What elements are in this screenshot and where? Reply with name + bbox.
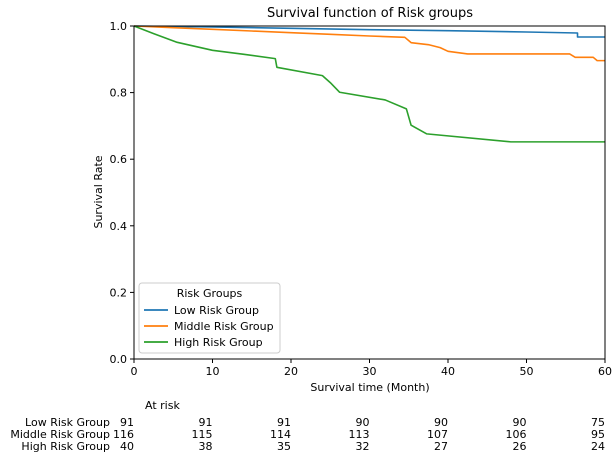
plot-area: 0 10 20 30 40 50 60 0.0 0.2 0.4 0.6 0.8 1.0 xyxy=(110,20,613,378)
at-risk-value-1-4: 107 xyxy=(427,428,448,441)
x-tick-label-6: 60 xyxy=(598,365,612,378)
at-risk-value-2-1: 38 xyxy=(199,440,213,453)
at-risk-table: Low Risk Group 91 91 91 90 90 90 75 Middle Risk … xyxy=(10,416,605,453)
legend-box xyxy=(138,282,281,354)
series-line-0 xyxy=(133,25,605,38)
at-risk-value-2-6: 24 xyxy=(591,440,605,453)
series-line-2 xyxy=(133,25,605,143)
x-axis-label: Survival time (Month) xyxy=(310,381,429,394)
x-tick-label-5: 50 xyxy=(520,365,534,378)
x-tick-label-4: 40 xyxy=(441,365,455,378)
at-risk-value-0-4: 90 xyxy=(434,416,448,429)
at-risk-row-label-0: Low Risk Group xyxy=(25,416,110,429)
at-risk-value-1-1: 115 xyxy=(192,428,213,441)
at-risk-value-1-2: 114 xyxy=(270,428,291,441)
x-tick-label-1: 10 xyxy=(206,365,220,378)
y-tick-label-4: 0.8 xyxy=(110,87,128,100)
at-risk-value-2-3: 32 xyxy=(356,440,370,453)
at-risk-value-1-0: 116 xyxy=(113,428,134,441)
at-risk-value-2-0: 40 xyxy=(120,440,134,453)
x-tick-label-0: 0 xyxy=(131,365,138,378)
x-tick-label-2: 20 xyxy=(284,365,298,378)
at-risk-row-label-2: High Risk Group xyxy=(21,440,110,453)
series-line-1 xyxy=(133,25,605,62)
at-risk-value-2-4: 27 xyxy=(434,440,448,453)
at-risk-value-2-2: 35 xyxy=(277,440,291,453)
x-tick-label-3: 30 xyxy=(363,365,377,378)
legend-entry-2: High Risk Group xyxy=(174,336,263,349)
y-tick-label-3: 0.6 xyxy=(110,153,128,166)
at-risk-value-0-0: 91 xyxy=(120,416,134,429)
at-risk-value-0-5: 90 xyxy=(513,416,527,429)
at-risk-value-0-2: 91 xyxy=(277,416,291,429)
legend-title: Risk Groups xyxy=(177,287,243,300)
y-tick-label-0: 0.0 xyxy=(110,353,128,366)
at-risk-value-0-6: 75 xyxy=(591,416,605,429)
y-tick-label-2: 0.4 xyxy=(110,220,128,233)
at-risk-value-0-1: 91 xyxy=(199,416,213,429)
at-risk-value-1-5: 106 xyxy=(506,428,527,441)
legend-entry-1: Middle Risk Group xyxy=(174,320,274,333)
legend-entry-0: Low Risk Group xyxy=(174,304,259,317)
at-risk-title: At risk xyxy=(145,399,180,412)
y-tick-label-1: 0.2 xyxy=(110,286,128,299)
at-risk-value-1-3: 113 xyxy=(349,428,370,441)
at-risk-value-0-3: 90 xyxy=(356,416,370,429)
chart-title: Survival function of Risk groups xyxy=(267,6,473,21)
legend: Risk Groups Low Risk Group Middle Risk Gro… xyxy=(138,282,281,354)
y-tick-label-5: 1.0 xyxy=(110,20,128,33)
at-risk-row-label-1: Middle Risk Group xyxy=(10,428,110,441)
at-risk-value-2-5: 26 xyxy=(513,440,527,453)
y-axis-label: Survival Rate xyxy=(92,155,105,228)
at-risk-value-1-6: 95 xyxy=(591,428,605,441)
